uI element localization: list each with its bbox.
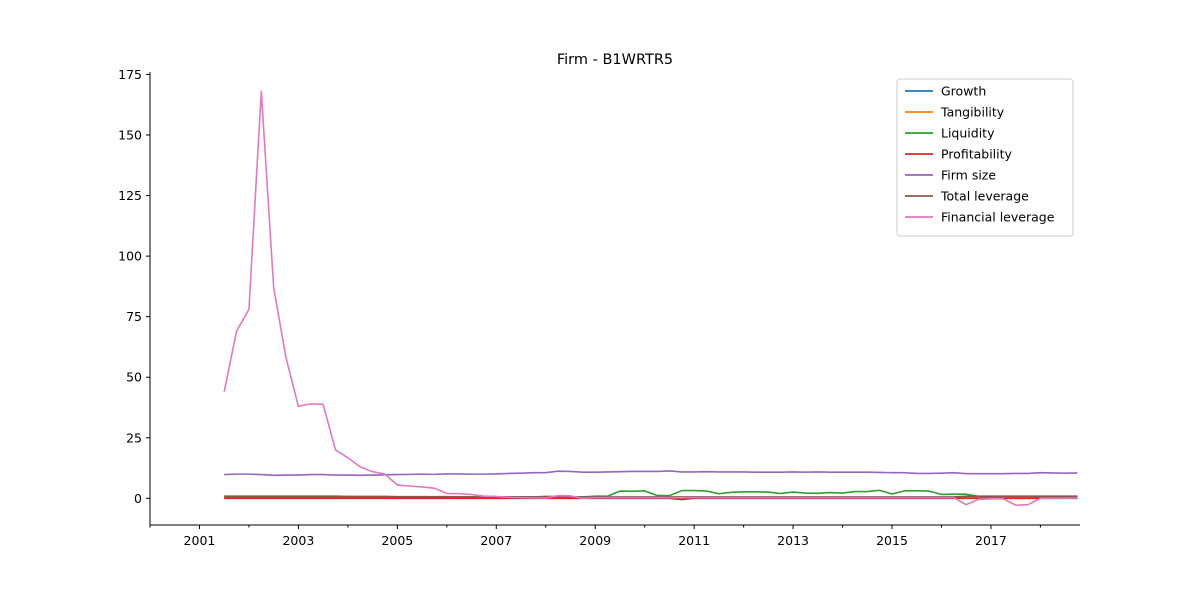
series-line-total-leverage — [224, 495, 1078, 498]
y-tick-label: 175 — [118, 67, 142, 82]
legend-label-growth: Growth — [941, 84, 986, 99]
series-line-profitability — [224, 497, 1078, 501]
series-layer — [223, 90, 1078, 506]
x-tick-label: 2009 — [579, 533, 611, 548]
chart-title: Firm - B1WRTR5 — [557, 52, 673, 68]
legend-label-profitability: Profitability — [941, 147, 1013, 162]
y-tick-label: 100 — [118, 249, 142, 264]
legend-label-tangibility: Tangibility — [940, 105, 1005, 120]
legend-label-liquidity: Liquidity — [941, 126, 995, 141]
y-tick-label: 125 — [118, 188, 142, 203]
legend-label-firm-size: Firm size — [941, 168, 996, 183]
y-tick-label: 0 — [134, 491, 142, 506]
x-tick-label: 2017 — [975, 533, 1007, 548]
y-tick-label: 75 — [126, 309, 142, 324]
legend-box — [896, 78, 1074, 237]
legend-label-total-leverage: Total leverage — [940, 189, 1029, 204]
x-tick-label: 2003 — [282, 533, 314, 548]
x-tick-label: 2001 — [184, 533, 216, 548]
x-tick-label: 2015 — [876, 533, 908, 548]
series-line-firm-size — [224, 470, 1078, 477]
legend-label-financial-leverage: Financial leverage — [941, 210, 1055, 225]
y-tick-label: 25 — [126, 430, 142, 445]
x-tick-label: 2011 — [678, 533, 710, 548]
axes: 0 25 50 75 100 125 150 175 2001 2003 2005 2007 2009 2… — [118, 67, 1080, 548]
y-tick-label: 50 — [126, 370, 142, 385]
series-line-financial-leverage — [223, 90, 1078, 506]
x-tick-label: 2013 — [777, 533, 809, 548]
y-tick-label: 150 — [118, 127, 142, 142]
x-tick-label: 2005 — [381, 533, 413, 548]
legend: Growth Tangibility Liquidity Profitability F… — [896, 78, 1074, 237]
x-tick-label: 2007 — [480, 533, 512, 548]
